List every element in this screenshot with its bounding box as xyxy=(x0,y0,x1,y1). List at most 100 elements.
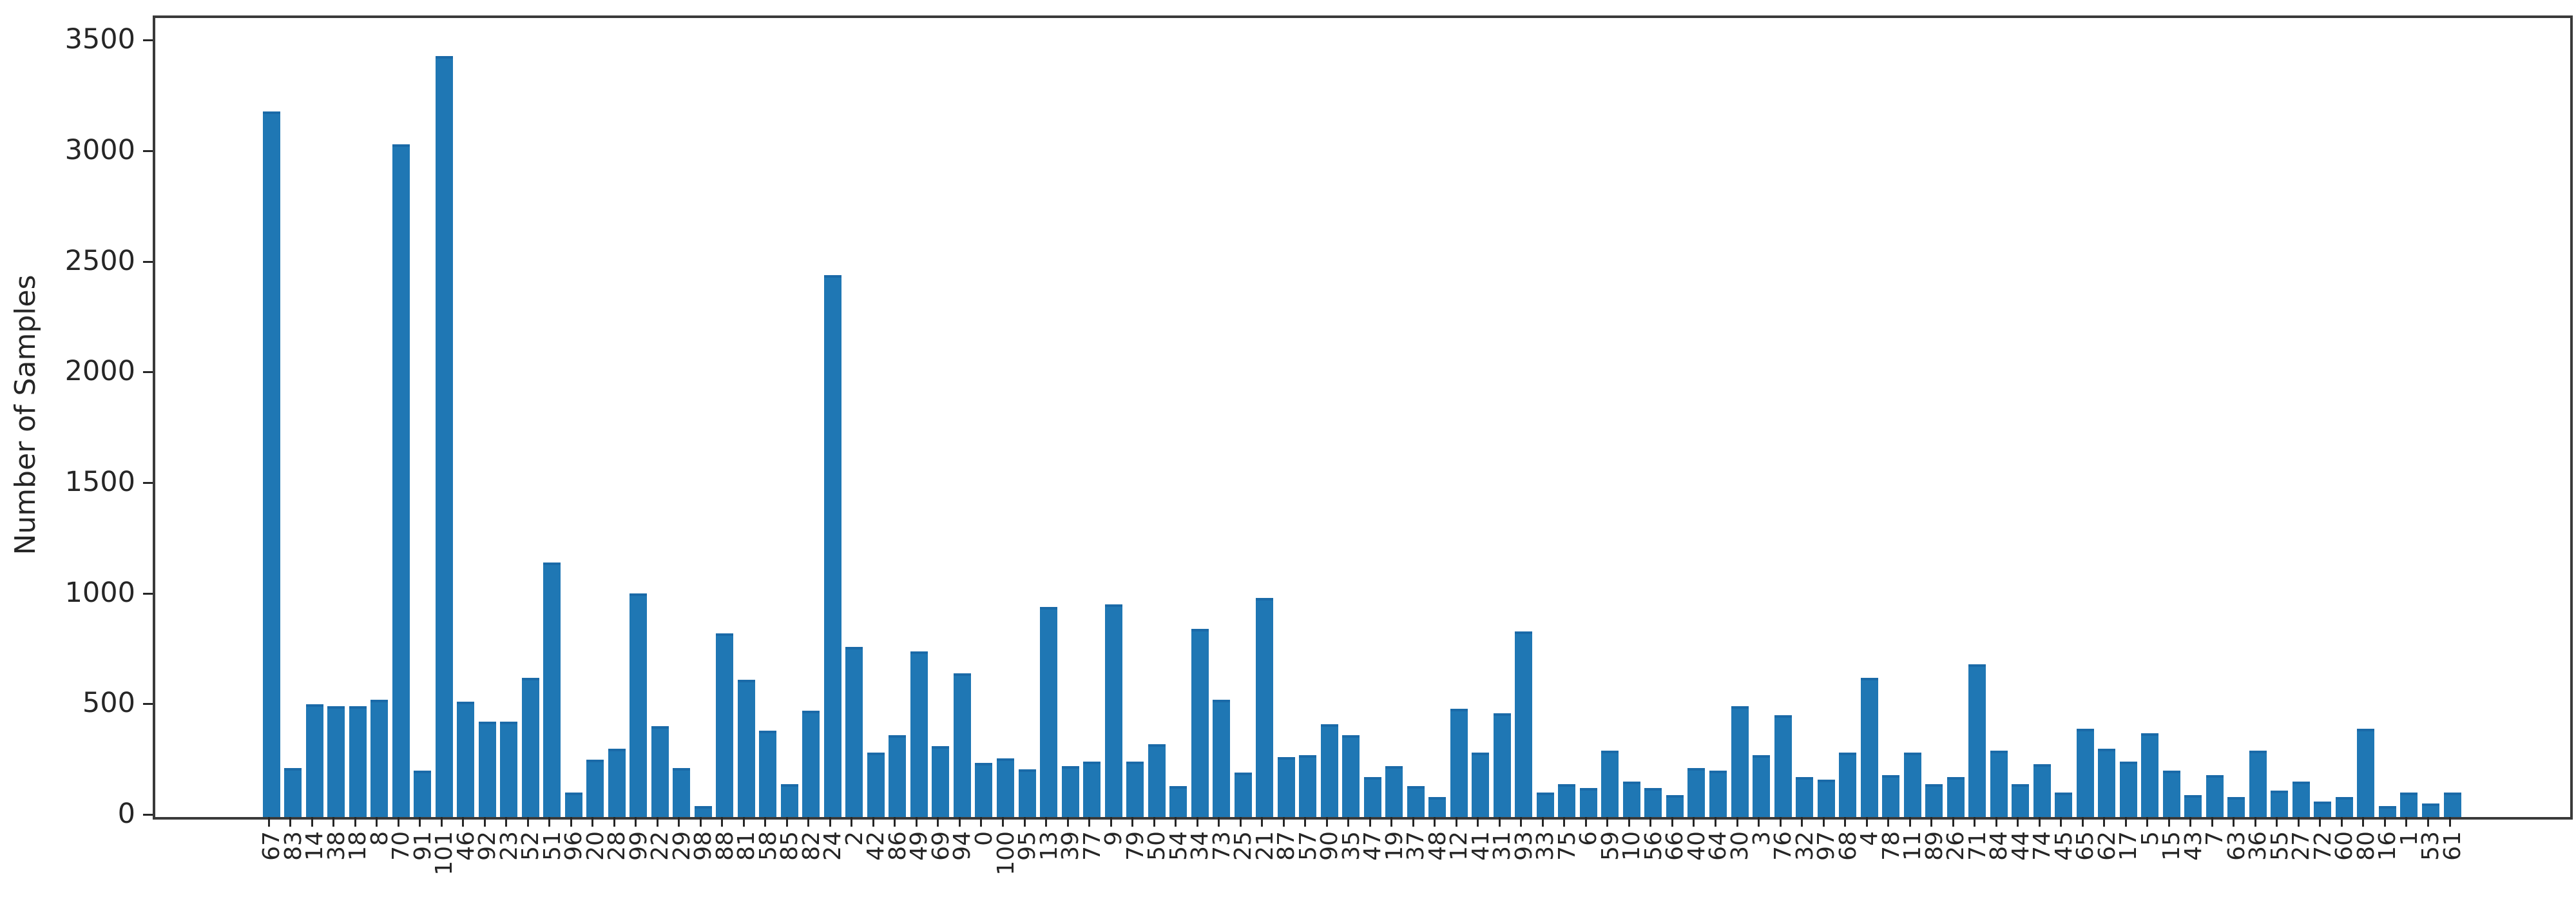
x-tick-mark xyxy=(699,817,702,827)
x-tick-mark xyxy=(419,817,421,827)
x-tick-mark xyxy=(376,817,378,827)
bar xyxy=(1191,629,1209,817)
bar xyxy=(2033,764,2051,817)
x-tick-mark xyxy=(2167,817,2170,827)
x-tick-mark xyxy=(1369,817,1371,827)
x-tick-mark xyxy=(2233,817,2235,827)
y-tick-mark xyxy=(143,371,153,374)
bar xyxy=(1083,762,1101,817)
x-tick-mark xyxy=(1434,817,1436,827)
x-tick-mark xyxy=(1584,817,1587,827)
x-tick-mark xyxy=(591,817,594,827)
x-tick-mark xyxy=(1347,817,1350,827)
y-tick-label: 0 xyxy=(117,798,135,830)
bar xyxy=(1299,755,1317,817)
x-tick-mark xyxy=(332,817,335,827)
bar xyxy=(1515,631,1533,817)
bar xyxy=(608,748,626,817)
bar xyxy=(1946,777,1965,817)
bar xyxy=(1601,751,1619,817)
x-tick-mark xyxy=(548,817,551,827)
x-tick-mark xyxy=(958,817,961,827)
bar xyxy=(673,768,691,817)
bar xyxy=(1040,606,1058,817)
x-tick-mark xyxy=(526,817,529,827)
bar xyxy=(997,758,1014,817)
x-tick-mark xyxy=(311,817,313,827)
x-tick-mark xyxy=(1649,817,1652,827)
bar xyxy=(2012,784,2030,817)
bar xyxy=(2378,805,2396,817)
y-tick-mark xyxy=(143,814,153,816)
y-tick-mark xyxy=(143,703,153,706)
x-tick-mark xyxy=(2017,817,2019,827)
x-tick-mark xyxy=(1779,817,1782,827)
y-tick-mark xyxy=(143,39,153,42)
bar xyxy=(1925,784,1943,817)
x-tick-mark xyxy=(2362,817,2365,827)
y-tick-label: 1500 xyxy=(64,466,135,499)
y-tick-label: 500 xyxy=(82,687,135,720)
x-tick-mark xyxy=(2340,817,2343,827)
x-tick-mark xyxy=(1563,817,1566,827)
x-tick-mark xyxy=(1088,817,1091,827)
bar xyxy=(1363,777,1381,817)
bar xyxy=(1903,753,1921,817)
bar xyxy=(2076,728,2094,817)
x-tick-mark xyxy=(742,817,745,827)
y-tick-mark xyxy=(143,482,153,485)
bar xyxy=(780,784,798,817)
bar xyxy=(932,746,950,817)
x-tick-mark xyxy=(1887,817,1890,827)
x-tick-mark xyxy=(354,817,356,827)
x-tick-mark xyxy=(764,817,767,827)
x-tick-mark xyxy=(267,817,270,827)
x-tick-mark xyxy=(2081,817,2084,827)
bar xyxy=(414,770,432,817)
x-tick-mark xyxy=(1110,817,1112,827)
bar xyxy=(2271,790,2289,817)
bar xyxy=(2184,794,2202,817)
x-tick-mark xyxy=(1822,817,1825,827)
x-tick-mark xyxy=(1801,817,1803,827)
bar xyxy=(2098,748,2116,817)
x-tick-mark xyxy=(570,817,572,827)
bar xyxy=(975,762,993,817)
bar xyxy=(910,651,928,817)
bar xyxy=(1536,793,1554,817)
x-tick-mark xyxy=(1974,817,1976,827)
x-tick-mark xyxy=(1325,817,1328,827)
x-tick-mark xyxy=(1908,817,1911,827)
x-tick-mark xyxy=(1175,817,1177,827)
bar xyxy=(1148,744,1166,817)
bar xyxy=(478,722,496,817)
bar xyxy=(1428,797,1447,817)
bar xyxy=(1579,788,1597,817)
x-tick-mark xyxy=(2427,817,2429,827)
x-tick-mark xyxy=(505,817,508,827)
x-tick-mark xyxy=(1477,817,1479,827)
bar xyxy=(716,633,734,817)
bar xyxy=(1709,770,1727,817)
bar xyxy=(1126,762,1144,817)
bar xyxy=(1018,769,1036,817)
x-tick-mark xyxy=(721,817,724,827)
bar xyxy=(1839,753,1857,817)
bar xyxy=(2292,782,2310,817)
bar xyxy=(1320,724,1338,817)
bar xyxy=(630,593,648,817)
bar xyxy=(586,759,604,817)
x-tick-mark xyxy=(2448,817,2451,827)
y-tick-mark xyxy=(143,260,153,263)
bar xyxy=(521,677,539,817)
x-tick-mark xyxy=(1002,817,1004,827)
x-tick-mark xyxy=(2146,817,2149,827)
bar xyxy=(2162,770,2180,817)
bar xyxy=(867,753,885,817)
x-tick-mark xyxy=(937,817,939,827)
x-tick-mark xyxy=(2211,817,2213,827)
bar xyxy=(2314,801,2332,817)
bar xyxy=(543,563,561,817)
bar xyxy=(500,722,518,817)
